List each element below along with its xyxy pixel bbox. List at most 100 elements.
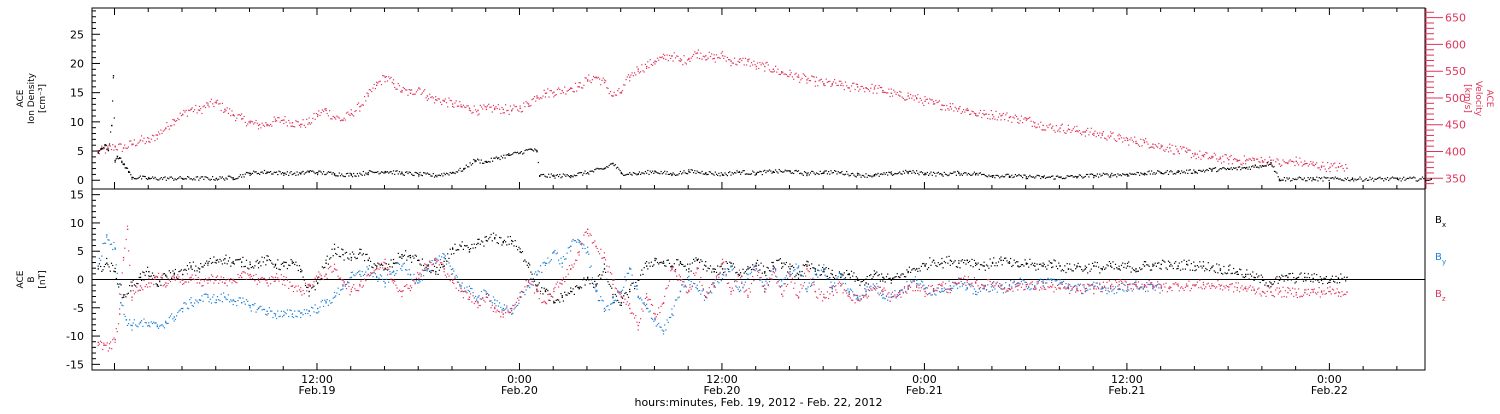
data-point bbox=[692, 170, 693, 171]
data-point bbox=[941, 104, 942, 105]
density-series bbox=[98, 75, 1432, 182]
data-point bbox=[1015, 174, 1016, 175]
data-point bbox=[540, 265, 541, 266]
data-point bbox=[582, 175, 583, 176]
data-point bbox=[107, 148, 108, 149]
data-point bbox=[245, 272, 246, 273]
data-point bbox=[195, 105, 196, 106]
data-point bbox=[429, 94, 430, 95]
data-point bbox=[303, 314, 304, 315]
data-point bbox=[1247, 169, 1248, 170]
data-point bbox=[1085, 176, 1086, 177]
data-point bbox=[418, 282, 419, 283]
data-point bbox=[762, 174, 763, 175]
data-point bbox=[1102, 175, 1103, 176]
data-point bbox=[821, 173, 822, 174]
data-point bbox=[470, 288, 471, 289]
data-point bbox=[973, 293, 974, 294]
data-point bbox=[1233, 159, 1234, 160]
data-point bbox=[545, 96, 546, 97]
data-point bbox=[1169, 265, 1170, 266]
data-point bbox=[786, 170, 787, 171]
data-point bbox=[223, 112, 224, 113]
data-point bbox=[703, 56, 704, 57]
data-point bbox=[483, 246, 484, 247]
data-point bbox=[714, 271, 715, 272]
data-point bbox=[1219, 264, 1220, 265]
data-point bbox=[500, 307, 501, 308]
data-point bbox=[544, 262, 545, 263]
data-point bbox=[122, 305, 123, 306]
data-point bbox=[945, 289, 946, 290]
data-point bbox=[225, 178, 226, 179]
data-point bbox=[809, 80, 810, 81]
data-point bbox=[811, 263, 812, 264]
data-point bbox=[335, 175, 336, 176]
data-point bbox=[910, 94, 911, 95]
data-point bbox=[458, 282, 459, 283]
data-point bbox=[128, 146, 129, 147]
data-point bbox=[346, 173, 347, 174]
data-point bbox=[638, 173, 639, 174]
data-point bbox=[770, 171, 771, 172]
data-point bbox=[556, 94, 557, 95]
data-point bbox=[1166, 149, 1167, 150]
data-point bbox=[1358, 178, 1359, 179]
data-point bbox=[1337, 178, 1338, 179]
data-point bbox=[1099, 272, 1100, 273]
data-point bbox=[900, 173, 901, 174]
data-point bbox=[838, 85, 839, 86]
data-point bbox=[371, 266, 372, 267]
data-point bbox=[838, 276, 839, 277]
data-point bbox=[636, 289, 637, 290]
data-point bbox=[771, 262, 772, 263]
data-point bbox=[651, 64, 652, 65]
data-point bbox=[541, 272, 542, 273]
data-point bbox=[1170, 150, 1171, 151]
data-point bbox=[883, 92, 884, 93]
data-point bbox=[554, 178, 555, 179]
data-point bbox=[527, 103, 528, 104]
data-point bbox=[939, 291, 940, 292]
data-point bbox=[574, 240, 575, 241]
data-point bbox=[1314, 273, 1315, 274]
data-point bbox=[1084, 177, 1085, 178]
data-point bbox=[508, 155, 509, 156]
data-point bbox=[206, 261, 207, 262]
data-point bbox=[568, 90, 569, 91]
data-point bbox=[1151, 269, 1152, 270]
data-point bbox=[780, 74, 781, 75]
data-point bbox=[1098, 135, 1099, 136]
data-point bbox=[328, 171, 329, 172]
data-point bbox=[231, 177, 232, 178]
data-point bbox=[804, 282, 805, 283]
data-point bbox=[247, 273, 248, 274]
data-point bbox=[1208, 262, 1209, 263]
data-point bbox=[595, 291, 596, 292]
data-point bbox=[154, 140, 155, 141]
data-point bbox=[1106, 173, 1107, 174]
data-point bbox=[773, 71, 774, 72]
data-point bbox=[1045, 266, 1046, 267]
data-point bbox=[115, 342, 116, 343]
data-point bbox=[988, 268, 989, 269]
data-point bbox=[1352, 177, 1353, 178]
data-point bbox=[545, 290, 546, 291]
data-point bbox=[286, 313, 287, 314]
data-point bbox=[728, 269, 729, 270]
data-point bbox=[620, 292, 621, 293]
data-point bbox=[529, 287, 530, 288]
data-point bbox=[1040, 178, 1041, 179]
data-point bbox=[1135, 141, 1136, 142]
data-point bbox=[218, 299, 219, 300]
data-point bbox=[1296, 179, 1297, 180]
data-point bbox=[1269, 157, 1270, 158]
data-point bbox=[1258, 275, 1259, 276]
data-point bbox=[679, 60, 680, 61]
data-point bbox=[1227, 168, 1228, 169]
data-point bbox=[1115, 140, 1116, 141]
data-point bbox=[855, 176, 856, 177]
data-point bbox=[806, 175, 807, 176]
data-point bbox=[1023, 280, 1024, 281]
data-point bbox=[291, 259, 292, 260]
